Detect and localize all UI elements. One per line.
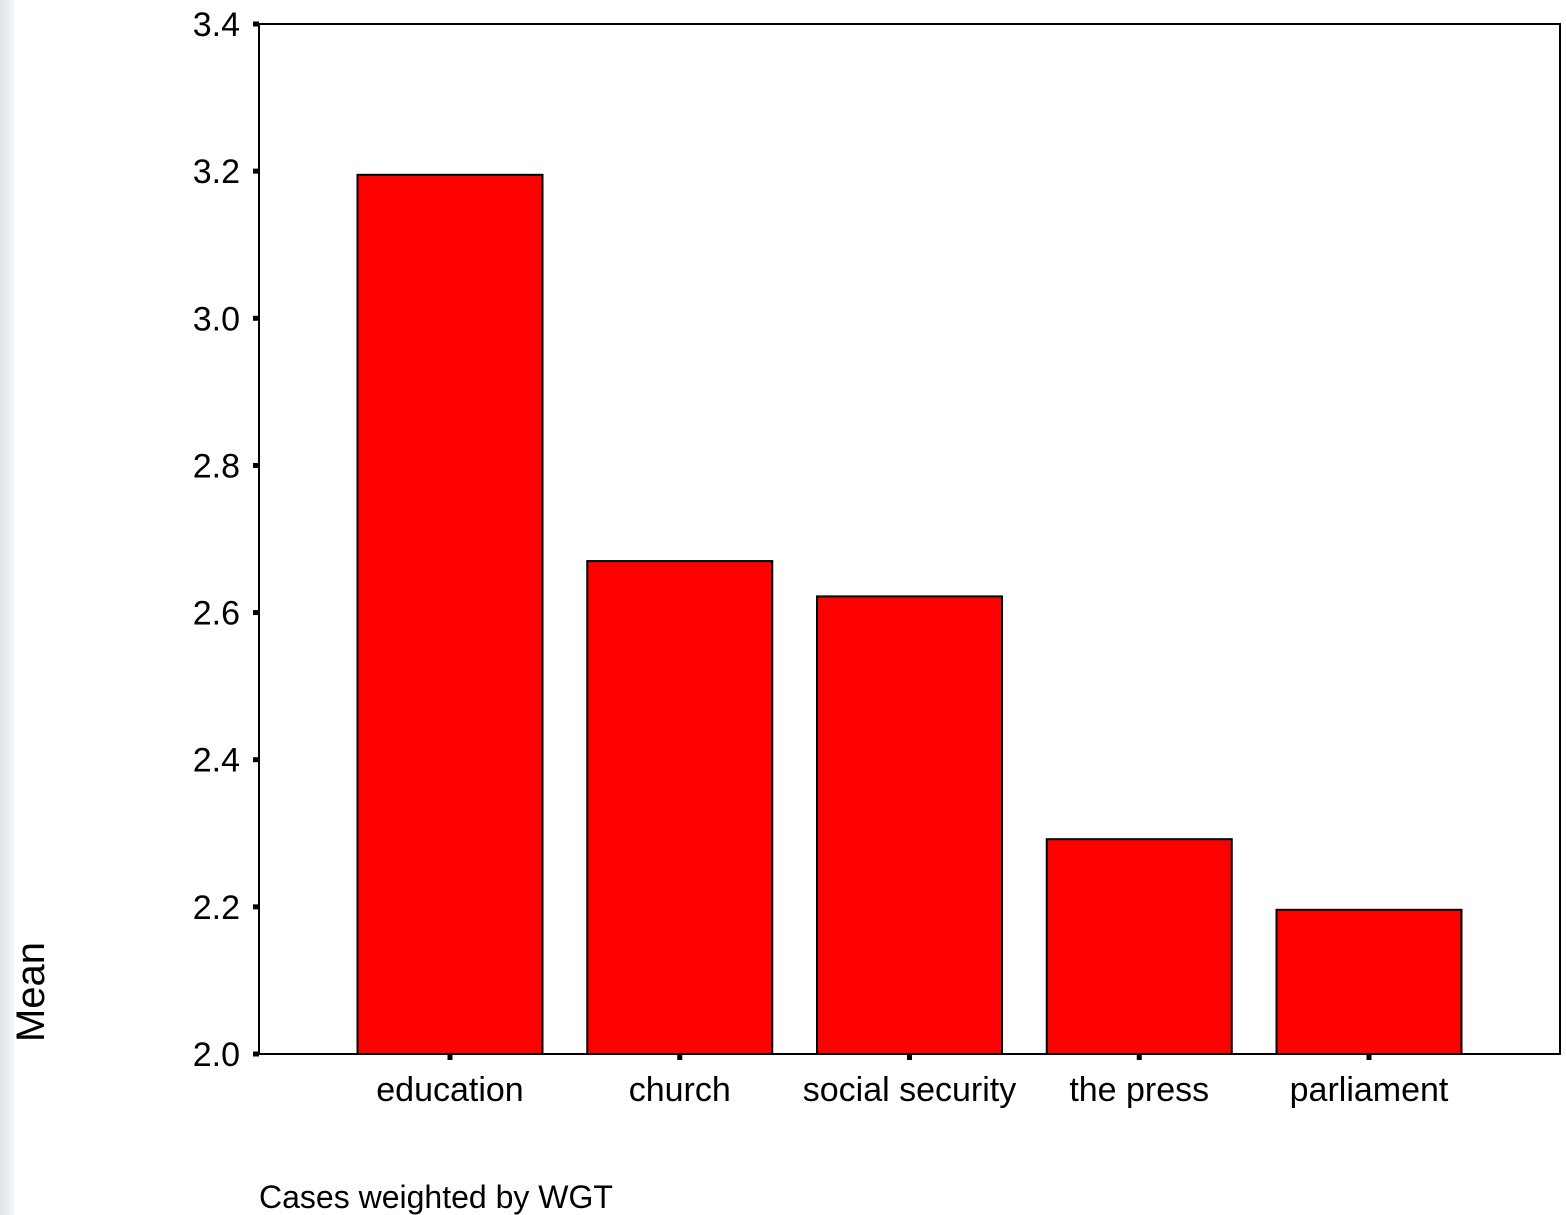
x-tick-mark	[677, 1054, 683, 1060]
x-tick-mark	[447, 1054, 453, 1060]
y-tick-mark	[253, 757, 259, 763]
background-edge	[0, 0, 14, 1215]
y-tick-mark	[253, 21, 259, 27]
y-tick-mark	[253, 1051, 259, 1057]
y-tick-label: 3.2	[193, 153, 240, 191]
y-axis: 2.0 2.2 2.4 2.6 2.8 3.0 3.2 3.4	[193, 6, 259, 1074]
y-tick-mark	[253, 610, 259, 616]
x-tick-label: education	[376, 1071, 523, 1109]
y-tick-label: 3.0	[193, 300, 240, 338]
y-tick-label: 3.4	[193, 6, 240, 44]
x-tick-label: social security	[803, 1071, 1017, 1109]
x-tick-mark	[907, 1054, 912, 1060]
bar-social-security	[816, 595, 1003, 1056]
y-axis-label: Mean	[9, 942, 53, 1042]
x-tick-label: church	[629, 1071, 731, 1109]
y-tick-label: 2.4	[193, 742, 240, 780]
weighting-note: Cases weighted by WGT	[259, 1179, 613, 1215]
y-tick-mark	[253, 315, 259, 321]
x-tick-label: parliament	[1290, 1071, 1449, 1109]
bar-the-press	[1045, 838, 1233, 1056]
y-tick-label: 2.6	[193, 595, 240, 633]
x-tick-label: the press	[1069, 1071, 1209, 1109]
y-tick-mark	[253, 904, 259, 910]
y-tick-label: 2.0	[193, 1036, 240, 1074]
y-tick-label: 2.2	[193, 889, 240, 927]
y-tick-mark	[253, 168, 259, 174]
bar-education	[356, 173, 544, 1056]
bars	[356, 173, 1463, 1056]
y-tick-mark	[253, 462, 259, 468]
y-tick-label: 2.8	[193, 447, 240, 485]
x-axis: education church social security the press p…	[376, 1054, 1449, 1109]
bar-parliament	[1275, 908, 1463, 1055]
bar-church	[586, 560, 774, 1055]
x-tick-mark	[1366, 1054, 1372, 1060]
x-tick-mark	[1136, 1054, 1142, 1060]
